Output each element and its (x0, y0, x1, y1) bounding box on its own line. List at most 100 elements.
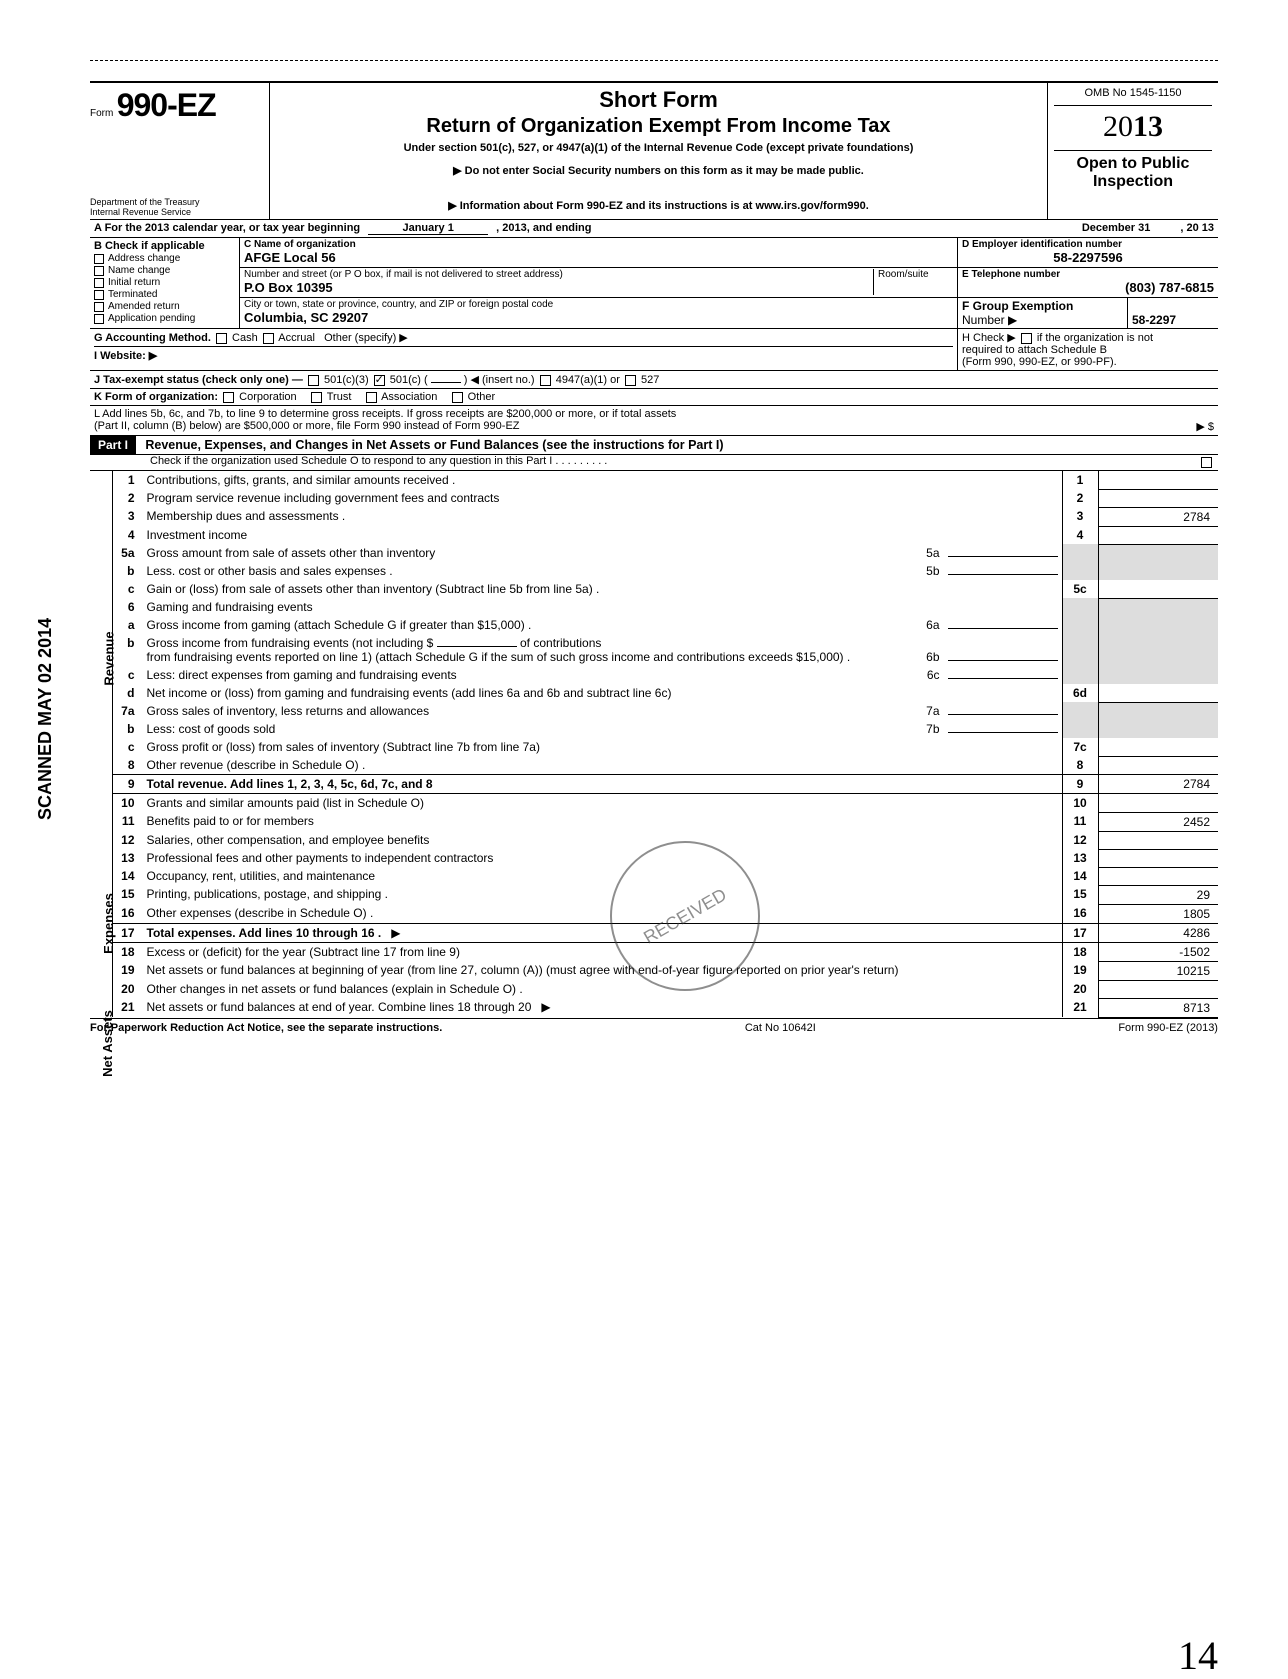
chk-accrual[interactable] (263, 333, 274, 344)
addr-label: Number and street (or P O box, if mail i… (244, 269, 873, 280)
lbl-corp: Corporation (239, 391, 296, 403)
group-exempt-label2: Number ▶ (962, 313, 1123, 327)
chk-cash[interactable] (216, 333, 227, 344)
lbl-501c: 501(c) ( (390, 374, 428, 386)
ln-10: 10 (113, 794, 143, 813)
instr-ssn: ▶ Do not enter Social Security numbers o… (278, 164, 1039, 177)
chk-amended[interactable] (94, 302, 104, 312)
mid-5a: 5a (918, 546, 947, 560)
lbl-trust: Trust (327, 391, 352, 403)
desc-7a: Gross sales of inventory, less returns a… (147, 704, 430, 718)
mid-5b: 5b (918, 564, 947, 578)
ln-5a: 5a (113, 544, 143, 562)
lbl-name-change: Name change (108, 265, 170, 276)
ln-8: 8 (113, 756, 143, 775)
phone-value: (803) 787-6815 (962, 280, 1214, 295)
chk-pending[interactable] (94, 314, 104, 324)
box-9: 9 (1062, 775, 1098, 794)
box-3: 3 (1062, 507, 1098, 526)
desc-4: Investment income (143, 526, 1063, 544)
lbl-501c3: 501(c)(3) (324, 374, 369, 386)
chk-assoc[interactable] (366, 392, 377, 403)
ln-5b: b (113, 562, 143, 580)
val-2 (1098, 489, 1218, 507)
chk-name-change[interactable] (94, 266, 104, 276)
mid-6c: 6c (919, 668, 948, 682)
desc-7b: Less: cost of goods sold (147, 722, 276, 736)
city-label: City or town, state or province, country… (244, 299, 953, 310)
val-4 (1098, 526, 1218, 544)
desc-9: Total revenue. Add lines 1, 2, 3, 4, 5c,… (147, 777, 433, 791)
ln-14: 14 (113, 867, 143, 885)
desc-6b3: from fundraising events reported on line… (147, 650, 851, 664)
desc-14: Occupancy, rent, utilities, and maintena… (143, 867, 1063, 885)
lbl-pending: Application pending (108, 313, 195, 324)
line-l: L Add lines 5b, 6c, and 7b, to line 9 to… (90, 406, 1218, 436)
line-j: J Tax-exempt status (check only one) — 5… (90, 371, 1218, 389)
val-21: 8713 (1098, 998, 1218, 1017)
box-10: 10 (1062, 794, 1098, 813)
val-17: 4286 (1098, 923, 1218, 942)
handwritten-page-number: 14 (1178, 1632, 1218, 1679)
ln-6d: d (113, 684, 143, 702)
open-to-public: Open to Public (1054, 155, 1212, 173)
desc-15: Printing, publications, postage, and shi… (143, 885, 1063, 904)
desc-5b: Less. cost or other basis and sales expe… (147, 564, 393, 578)
chk-trust[interactable] (311, 392, 322, 403)
ln-18: 18 (113, 942, 143, 961)
ln-3: 3 (113, 507, 143, 526)
col-b-head: B Check if applicable (94, 240, 235, 252)
chk-schedule-b[interactable] (1021, 333, 1032, 344)
mid-7a: 7a (918, 704, 947, 718)
chk-501c[interactable] (374, 375, 385, 386)
part1-label: Part I (90, 436, 136, 454)
ln-2: 2 (113, 489, 143, 507)
desc-20: Other changes in net assets or fund bala… (143, 980, 1063, 998)
form-header: Form 990-EZ Short Form Return of Organiz… (90, 81, 1218, 195)
chk-corp[interactable] (223, 392, 234, 403)
ln-1: 1 (113, 471, 143, 489)
chk-terminated[interactable] (94, 290, 104, 300)
chk-address-change[interactable] (94, 254, 104, 264)
line-l-arrow: ▶ $ (520, 420, 1214, 433)
group-exempt-label: F Group Exemption (962, 299, 1123, 313)
dept-treasury: Department of the Treasury (90, 197, 265, 207)
footer-left: For Paperwork Reduction Act Notice, see … (90, 1022, 442, 1034)
box-6d: 6d (1062, 684, 1098, 702)
chk-501c3[interactable] (308, 375, 319, 386)
desc-21: Net assets or fund balances at end of ye… (147, 1000, 532, 1014)
desc-6c: Less: direct expenses from gaming and fu… (147, 668, 457, 682)
tax-year: 2013 (1054, 110, 1212, 144)
part1-subtitle: Check if the organization used Schedule … (90, 455, 613, 470)
desc-1: Contributions, gifts, grants, and simila… (143, 471, 1063, 489)
line-i-website: I Website: ▶ (94, 350, 157, 362)
org-city: Columbia, SC 29207 (244, 310, 953, 325)
part1-sub-row: Check if the organization used Schedule … (90, 455, 1218, 471)
org-name: AFGE Local 56 (244, 250, 953, 265)
line-a: A For the 2013 calendar year, or tax yea… (90, 220, 1218, 238)
part1-header-row: Part I Revenue, Expenses, and Changes in… (90, 436, 1218, 455)
line-h-text3: (Form 990, 990-EZ, or 990-PF). (962, 356, 1117, 368)
chk-4947[interactable] (540, 375, 551, 386)
line-k-label: K Form of organization: (94, 391, 218, 403)
val-5c (1098, 580, 1218, 598)
instr-website: ▶ Information about Form 990-EZ and its … (274, 199, 1043, 212)
box-4: 4 (1062, 526, 1098, 544)
ln-13: 13 (113, 849, 143, 867)
chk-schedule-o[interactable] (1201, 457, 1212, 468)
line-h-text1: if the organization is not (1037, 332, 1153, 344)
scanned-stamp: SCANNED MAY 02 2014 (35, 618, 56, 820)
chk-initial-return[interactable] (94, 278, 104, 288)
desc-12: Salaries, other compensation, and employ… (143, 831, 1063, 849)
lbl-amended: Amended return (108, 301, 180, 312)
val-16: 1805 (1098, 904, 1218, 923)
irs: Internal Revenue Service (90, 207, 265, 217)
chk-other-org[interactable] (452, 392, 463, 403)
ln-16: 16 (113, 904, 143, 923)
desc-6b1: Gross income from fundraising events (no… (147, 636, 434, 650)
val-15: 29 (1098, 885, 1218, 904)
chk-527[interactable] (625, 375, 636, 386)
lbl-address-change: Address change (108, 253, 180, 264)
box-8: 8 (1062, 756, 1098, 775)
ln-12: 12 (113, 831, 143, 849)
